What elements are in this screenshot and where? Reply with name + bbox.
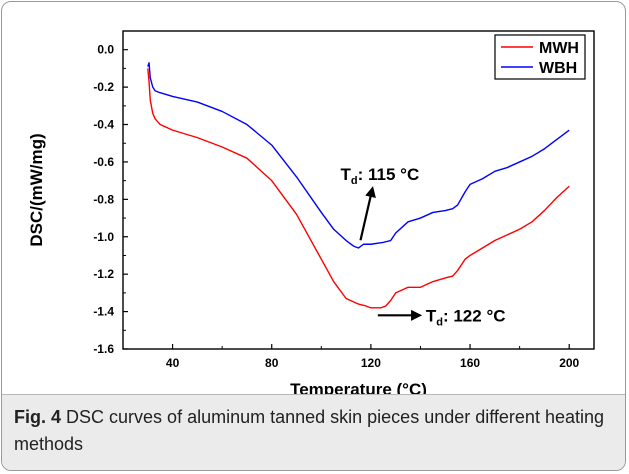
y-tick-label: -0.8 <box>93 192 114 206</box>
annotations: Td: 115 °C Td: 122 °C <box>341 165 506 328</box>
td-label-wbh: Td: 115 °C <box>341 165 420 187</box>
series-line-wbh <box>147 62 570 249</box>
td-label-mwh: Td: 122 °C <box>426 306 506 328</box>
x-tick-label: 40 <box>166 356 180 370</box>
figure-label: Fig. 4 <box>14 407 62 427</box>
y-tick-label: -1.6 <box>93 342 114 356</box>
x-tick-label: 200 <box>559 356 579 370</box>
y-tick-label: -1.0 <box>93 230 114 244</box>
legend: MWH WBH <box>494 34 586 80</box>
td-arrow-wbh <box>359 186 376 241</box>
legend-label-wbh: WBH <box>539 60 577 77</box>
dsc-chart: 40 80 120 160 200 0.0 -0.2 -0.4 -0.6 -0.8 -1.0 -1.2… <box>27 30 595 394</box>
figure-caption: Fig. 4 DSC curves of aluminum tanned ski… <box>14 404 609 458</box>
y-tick-label: -0.4 <box>93 118 114 132</box>
y-axis-title: DSC/(mW/mg) <box>27 133 46 246</box>
x-axis-title: Temperature (°C) <box>290 380 427 394</box>
plot-area-border <box>122 30 595 350</box>
y-tick-label: 0.0 <box>97 43 114 57</box>
y-tick-label: -0.2 <box>93 80 114 94</box>
axes <box>122 30 595 350</box>
curves <box>147 62 570 309</box>
y-tick-label: -1.2 <box>93 267 114 281</box>
legend-label-mwh: MWH <box>539 40 579 57</box>
x-tick-label: 160 <box>460 356 480 370</box>
figure-caption-text: DSC curves of aluminum tanned skin piece… <box>14 407 605 454</box>
y-tick-label: -1.4 <box>93 305 114 319</box>
legend-box <box>494 34 586 80</box>
ticks: 40 80 120 160 200 0.0 -0.2 -0.4 -0.6 -0.8 -1.0 -1.2… <box>93 43 579 370</box>
x-tick-label: 80 <box>265 356 279 370</box>
y-tick-label: -0.6 <box>93 155 114 169</box>
caption-band: Fig. 4 DSC curves of aluminum tanned ski… <box>2 394 625 470</box>
x-tick-label: 120 <box>361 356 381 370</box>
series-line-mwh <box>147 68 570 309</box>
